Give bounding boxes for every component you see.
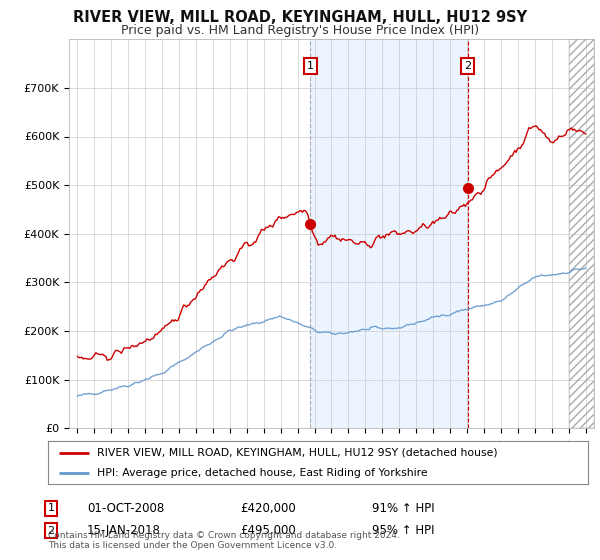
Text: 1: 1	[307, 61, 314, 71]
Text: £495,000: £495,000	[240, 524, 296, 538]
Text: 2: 2	[464, 61, 471, 71]
Text: Contains HM Land Registry data © Crown copyright and database right 2024.
This d: Contains HM Land Registry data © Crown c…	[48, 530, 400, 550]
Text: Price paid vs. HM Land Registry's House Price Index (HPI): Price paid vs. HM Land Registry's House …	[121, 24, 479, 36]
Text: 91% ↑ HPI: 91% ↑ HPI	[372, 502, 434, 515]
Bar	[310, 39, 467, 428]
Text: RIVER VIEW, MILL ROAD, KEYINGHAM, HULL, HU12 9SY (detached house): RIVER VIEW, MILL ROAD, KEYINGHAM, HULL, …	[97, 447, 497, 458]
Text: HPI: Average price, detached house, East Riding of Yorkshire: HPI: Average price, detached house, East…	[97, 468, 427, 478]
Text: RIVER VIEW, MILL ROAD, KEYINGHAM, HULL, HU12 9SY: RIVER VIEW, MILL ROAD, KEYINGHAM, HULL, …	[73, 10, 527, 25]
Text: 01-OCT-2008: 01-OCT-2008	[87, 502, 164, 515]
Text: 95% ↑ HPI: 95% ↑ HPI	[372, 524, 434, 538]
Text: £420,000: £420,000	[240, 502, 296, 515]
Bar	[569, 39, 594, 428]
Bar	[569, 39, 594, 428]
Text: 2: 2	[47, 526, 55, 536]
Text: 15-JAN-2018: 15-JAN-2018	[87, 524, 161, 538]
Text: 1: 1	[47, 503, 55, 514]
